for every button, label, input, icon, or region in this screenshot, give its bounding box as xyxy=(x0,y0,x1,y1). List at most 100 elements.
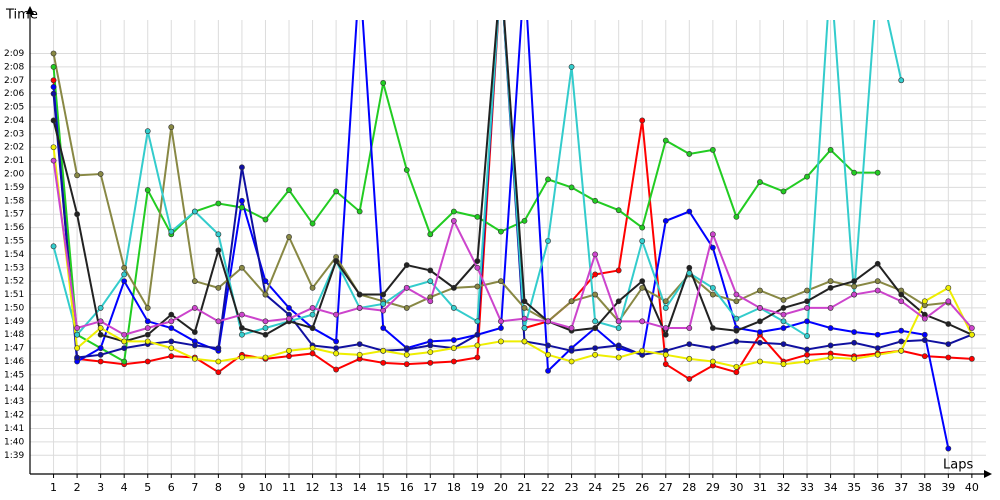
point-marker xyxy=(945,298,952,305)
point-marker xyxy=(403,351,410,358)
point-marker xyxy=(851,329,858,335)
point-marker xyxy=(780,188,787,195)
point-marker xyxy=(286,234,292,240)
point-marker xyxy=(262,216,269,223)
point-marker xyxy=(168,311,175,318)
point-marker xyxy=(191,329,198,335)
point-marker xyxy=(592,345,599,352)
x-tick-label: 32 xyxy=(776,481,790,494)
point-marker xyxy=(356,291,363,298)
point-marker xyxy=(592,318,599,325)
x-tick-label: 35 xyxy=(847,481,861,494)
x-tick-label: 11 xyxy=(282,481,296,494)
point-marker xyxy=(568,358,575,365)
point-marker xyxy=(474,213,481,220)
point-marker xyxy=(121,331,128,338)
x-tick-label: 40 xyxy=(965,481,979,494)
x-tick-label: 22 xyxy=(541,481,555,494)
point-marker xyxy=(851,355,858,362)
point-marker xyxy=(521,305,528,311)
point-marker xyxy=(804,351,810,358)
point-marker xyxy=(309,284,316,291)
point-marker xyxy=(97,318,104,325)
y-tick-label: 1:56 xyxy=(4,223,24,233)
point-marker xyxy=(568,184,575,191)
point-marker xyxy=(380,301,387,307)
point-marker xyxy=(168,318,175,325)
x-tick-label: 30 xyxy=(729,481,743,494)
point-marker xyxy=(921,331,928,338)
point-marker xyxy=(121,338,128,345)
point-marker xyxy=(309,345,316,352)
point-marker xyxy=(898,77,905,84)
point-marker xyxy=(427,349,434,356)
point-marker xyxy=(804,333,810,339)
point-marker xyxy=(121,271,128,278)
point-marker xyxy=(309,350,316,357)
y-tick-label: 1:45 xyxy=(4,370,24,380)
point-marker xyxy=(851,278,858,285)
point-marker xyxy=(780,341,787,347)
x-axis-title: Laps xyxy=(943,458,973,473)
point-marker xyxy=(286,187,292,193)
y-tick-label: 1:57 xyxy=(4,210,24,220)
point-marker xyxy=(191,305,198,311)
point-marker xyxy=(427,298,434,305)
x-tick-label: 10 xyxy=(258,481,272,494)
point-marker xyxy=(380,291,387,298)
y-axis-title: Time xyxy=(5,8,38,23)
point-marker xyxy=(168,325,175,331)
y-tick-label: 1:53 xyxy=(4,263,24,273)
point-marker xyxy=(851,339,858,346)
y-tick-label: 2:00 xyxy=(4,170,24,180)
point-marker xyxy=(709,345,716,352)
y-tick-label: 2:09 xyxy=(4,49,24,59)
point-marker xyxy=(686,264,693,271)
point-marker xyxy=(662,305,669,311)
point-marker xyxy=(780,318,787,325)
point-marker xyxy=(662,351,669,358)
point-marker xyxy=(827,354,834,361)
point-marker xyxy=(215,284,222,291)
x-tick-label: 36 xyxy=(871,481,885,494)
point-marker xyxy=(144,187,151,193)
point-marker xyxy=(780,361,787,368)
point-marker xyxy=(215,345,222,352)
point-marker xyxy=(921,315,928,322)
point-marker xyxy=(309,220,316,227)
point-marker xyxy=(380,325,387,331)
point-marker xyxy=(757,305,763,311)
point-marker xyxy=(427,267,434,274)
y-tick-label: 2:05 xyxy=(4,103,24,113)
x-tick-label: 31 xyxy=(753,481,767,494)
point-marker xyxy=(898,327,905,334)
point-marker xyxy=(568,63,575,70)
point-marker xyxy=(898,298,905,305)
point-marker xyxy=(144,331,151,338)
point-marker xyxy=(215,200,222,207)
point-marker xyxy=(757,358,763,365)
point-marker xyxy=(262,291,269,298)
point-marker xyxy=(239,354,245,361)
point-marker xyxy=(356,351,363,358)
point-marker xyxy=(74,345,80,352)
point-marker xyxy=(874,169,881,176)
point-marker xyxy=(874,278,881,285)
point-marker xyxy=(403,346,410,353)
point-marker xyxy=(215,318,222,325)
point-marker xyxy=(968,325,975,331)
point-marker xyxy=(639,238,646,244)
point-marker xyxy=(592,251,599,258)
point-marker xyxy=(333,350,340,357)
point-marker xyxy=(639,117,646,124)
x-tick-label: 21 xyxy=(517,481,531,494)
point-marker xyxy=(450,208,457,215)
point-marker xyxy=(191,355,198,362)
point-marker xyxy=(851,283,858,290)
point-marker xyxy=(474,331,481,338)
point-marker xyxy=(239,164,245,171)
x-tick-label: 13 xyxy=(329,481,343,494)
point-marker xyxy=(50,117,57,124)
point-marker xyxy=(709,147,716,153)
